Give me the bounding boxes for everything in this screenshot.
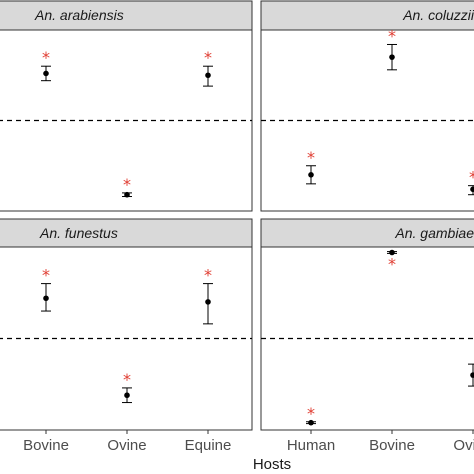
panel-title: An. funestus xyxy=(39,225,118,241)
x-tick-label: Ovine xyxy=(453,437,474,454)
panel-strip xyxy=(260,218,474,248)
panel-1: An. coluzzii * * * xyxy=(260,0,474,212)
significance-star: * xyxy=(42,48,50,67)
panel-3: An. gambiae * * Human Bovine Ovine xyxy=(260,218,474,454)
panel-0: An. arabiensis * * * xyxy=(0,0,253,212)
data-point xyxy=(308,419,314,426)
panel-strip xyxy=(0,0,253,31)
data-point xyxy=(389,54,395,60)
data-point xyxy=(43,295,49,302)
data-point xyxy=(389,249,395,256)
panel-2: An. funestus * * * Bovine Ovine Equine xyxy=(0,218,253,454)
significance-star: * xyxy=(469,168,474,187)
data-point xyxy=(470,186,474,193)
x-tick-label: Bovine xyxy=(369,437,415,454)
x-axis-title: Hosts xyxy=(253,456,291,473)
panel-title: An. gambiae xyxy=(394,225,474,241)
plot-area xyxy=(260,246,474,431)
significance-star: * xyxy=(123,370,131,389)
significance-star: * xyxy=(307,148,315,167)
data-point xyxy=(43,70,49,77)
data-point xyxy=(124,392,130,399)
panel-title: An. arabiensis xyxy=(34,7,124,23)
significance-star: * xyxy=(204,48,212,67)
x-tick-label: Ovine xyxy=(107,437,146,454)
significance-star: * xyxy=(388,26,396,45)
significance-star: * xyxy=(307,404,315,423)
significance-star: * xyxy=(42,266,50,285)
data-point xyxy=(205,299,211,305)
data-point xyxy=(470,372,474,378)
data-point xyxy=(124,191,130,198)
data-point xyxy=(205,72,211,79)
panel-strip xyxy=(0,218,253,248)
panel-title: An. coluzzii xyxy=(402,7,474,23)
significance-star: * xyxy=(388,254,396,273)
x-tick-label: Human xyxy=(287,437,335,454)
plot-area xyxy=(260,29,474,212)
data-point xyxy=(308,172,314,178)
x-tick-label: Bovine xyxy=(23,437,69,454)
x-tick-label: Equine xyxy=(185,437,232,454)
significance-star: * xyxy=(123,175,131,194)
significance-star: * xyxy=(204,266,212,285)
